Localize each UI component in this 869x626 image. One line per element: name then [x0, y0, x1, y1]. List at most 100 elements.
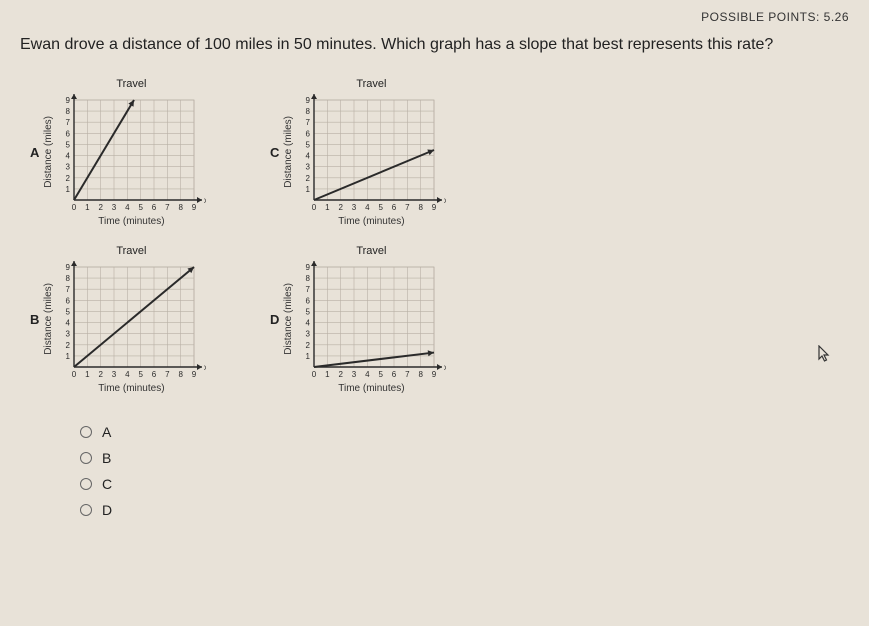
- svg-text:8: 8: [306, 274, 311, 283]
- svg-text:3: 3: [112, 203, 117, 212]
- svg-text:6: 6: [306, 296, 311, 305]
- svg-text:1: 1: [66, 351, 71, 360]
- chart-c-ylabel: Distance (miles): [283, 116, 294, 188]
- svg-text:2: 2: [66, 173, 71, 182]
- svg-text:9: 9: [432, 370, 437, 379]
- svg-text:2: 2: [339, 203, 344, 212]
- svg-text:x: x: [444, 196, 446, 205]
- chart-a: A Distance (miles) Travel 01234567891234…: [30, 78, 260, 227]
- possible-points: POSSIBLE POINTS: 5.26: [20, 10, 849, 24]
- answer-label-b: B: [102, 450, 111, 466]
- svg-text:4: 4: [66, 151, 71, 160]
- question-text: Ewan drove a distance of 100 miles in 50…: [20, 32, 849, 58]
- svg-text:0: 0: [72, 370, 77, 379]
- svg-text:9: 9: [66, 263, 71, 272]
- svg-text:x: x: [204, 196, 206, 205]
- chart-c: C Distance (miles) Travel 01234567891234…: [270, 78, 500, 227]
- svg-text:4: 4: [125, 203, 130, 212]
- cursor-icon: [818, 345, 832, 363]
- svg-text:4: 4: [365, 203, 370, 212]
- svg-text:3: 3: [306, 329, 311, 338]
- radio-icon: [80, 452, 92, 464]
- radio-icon: [80, 504, 92, 516]
- chart-b-xlabel: Time (minutes): [98, 383, 164, 394]
- svg-text:2: 2: [306, 340, 311, 349]
- svg-text:7: 7: [405, 370, 410, 379]
- svg-text:9: 9: [306, 96, 311, 105]
- svg-text:5: 5: [66, 307, 71, 316]
- svg-text:3: 3: [352, 203, 357, 212]
- svg-text:8: 8: [179, 370, 184, 379]
- svg-text:5: 5: [139, 370, 144, 379]
- answer-option-b[interactable]: B: [80, 450, 849, 466]
- svg-text:6: 6: [392, 203, 397, 212]
- chart-d-svg: 0123456789123456789xy: [296, 261, 446, 381]
- svg-text:6: 6: [66, 296, 71, 305]
- chart-letter-b: B: [30, 312, 39, 327]
- svg-text:8: 8: [179, 203, 184, 212]
- chart-b-ylabel: Distance (miles): [43, 283, 54, 355]
- chart-b: B Distance (miles) Travel 01234567891234…: [30, 245, 260, 394]
- svg-text:0: 0: [72, 203, 77, 212]
- svg-text:8: 8: [419, 203, 424, 212]
- svg-text:4: 4: [365, 370, 370, 379]
- chart-d-ylabel: Distance (miles): [283, 283, 294, 355]
- svg-text:7: 7: [66, 118, 71, 127]
- chart-letter-a: A: [30, 145, 39, 160]
- chart-d-xlabel: Time (minutes): [338, 383, 404, 394]
- svg-text:6: 6: [152, 203, 157, 212]
- svg-text:1: 1: [66, 184, 71, 193]
- answer-label-a: A: [102, 424, 111, 440]
- svg-text:0: 0: [312, 370, 317, 379]
- chart-letter-d: D: [270, 312, 279, 327]
- svg-text:8: 8: [306, 107, 311, 116]
- svg-text:3: 3: [66, 162, 71, 171]
- svg-text:7: 7: [66, 285, 71, 294]
- svg-text:1: 1: [325, 370, 330, 379]
- answer-option-c[interactable]: C: [80, 476, 849, 492]
- svg-text:9: 9: [66, 96, 71, 105]
- svg-text:5: 5: [306, 307, 311, 316]
- svg-text:8: 8: [419, 370, 424, 379]
- svg-text:5: 5: [66, 140, 71, 149]
- chart-d: D Distance (miles) Travel 01234567891234…: [270, 245, 500, 394]
- svg-text:0: 0: [312, 203, 317, 212]
- svg-text:2: 2: [99, 203, 104, 212]
- svg-text:9: 9: [192, 370, 197, 379]
- svg-text:4: 4: [306, 318, 311, 327]
- svg-text:5: 5: [306, 140, 311, 149]
- chart-a-svg: 0123456789123456789xy: [56, 94, 206, 214]
- svg-text:6: 6: [306, 129, 311, 138]
- svg-text:6: 6: [392, 370, 397, 379]
- svg-text:3: 3: [66, 329, 71, 338]
- svg-text:4: 4: [66, 318, 71, 327]
- svg-text:5: 5: [379, 203, 384, 212]
- answer-option-a[interactable]: A: [80, 424, 849, 440]
- svg-text:3: 3: [306, 162, 311, 171]
- charts-grid: A Distance (miles) Travel 01234567891234…: [30, 78, 849, 394]
- svg-text:6: 6: [152, 370, 157, 379]
- svg-text:9: 9: [192, 203, 197, 212]
- svg-text:7: 7: [165, 203, 170, 212]
- svg-text:9: 9: [432, 203, 437, 212]
- chart-b-title: Travel: [116, 245, 146, 257]
- svg-text:7: 7: [306, 118, 311, 127]
- svg-text:8: 8: [66, 107, 71, 116]
- svg-text:2: 2: [99, 370, 104, 379]
- svg-text:1: 1: [306, 351, 311, 360]
- svg-text:3: 3: [112, 370, 117, 379]
- chart-c-xlabel: Time (minutes): [338, 216, 404, 227]
- svg-text:2: 2: [66, 340, 71, 349]
- svg-text:7: 7: [165, 370, 170, 379]
- svg-text:x: x: [204, 363, 206, 372]
- chart-letter-c: C: [270, 145, 279, 160]
- svg-text:9: 9: [306, 263, 311, 272]
- chart-c-title: Travel: [356, 78, 386, 90]
- chart-c-svg: 0123456789123456789xy: [296, 94, 446, 214]
- answer-label-c: C: [102, 476, 112, 492]
- answer-label-d: D: [102, 502, 112, 518]
- svg-text:1: 1: [325, 203, 330, 212]
- svg-text:1: 1: [85, 203, 90, 212]
- answer-option-d[interactable]: D: [80, 502, 849, 518]
- svg-text:8: 8: [66, 274, 71, 283]
